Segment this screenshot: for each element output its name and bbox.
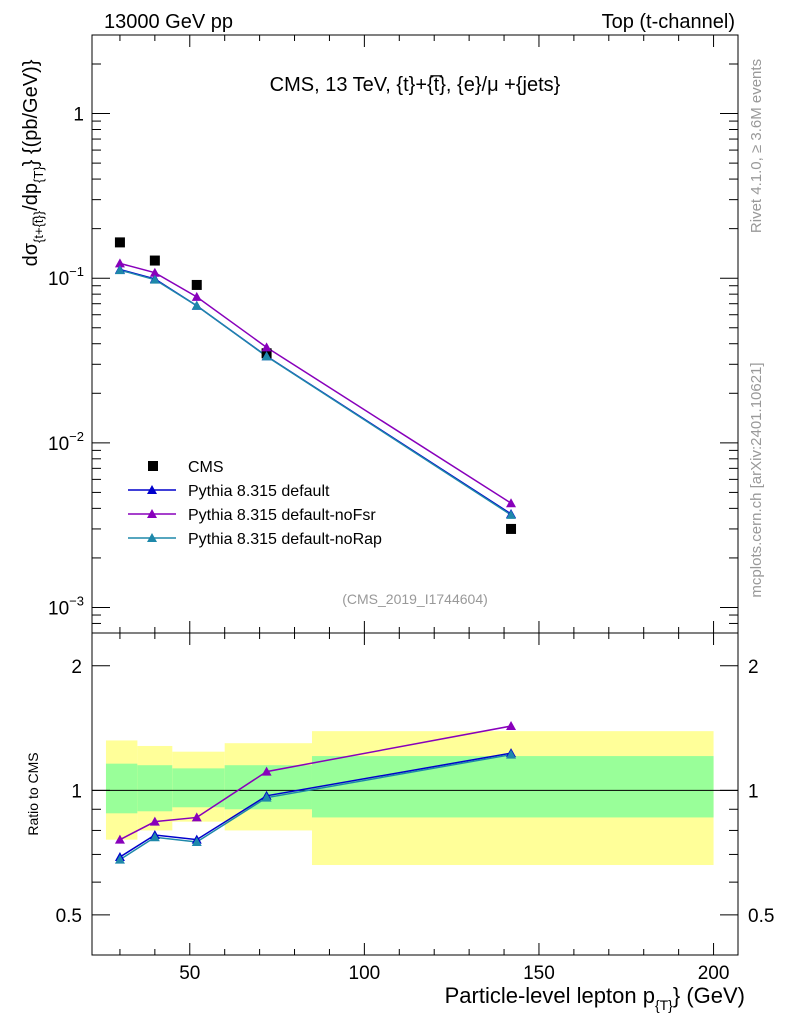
chart-title: CMS, 13 TeV, {t}+{t̅}, {e}/μ +{jets} bbox=[270, 74, 561, 96]
cms-data-point bbox=[114, 237, 125, 248]
ratio-band-inner bbox=[311, 756, 714, 818]
ratio-marker-pythia-8-315-default-norap bbox=[261, 792, 272, 802]
legend-label-pythia-8-315-default: Pythia 8.315 default bbox=[188, 483, 330, 500]
marker-pythia-8-315-default-norap bbox=[506, 509, 517, 519]
ratio-tick-label-right: 0.5 bbox=[748, 906, 774, 927]
ratio-tick-label-left: 0.5 bbox=[56, 906, 82, 927]
legend-label-cms: CMS bbox=[188, 459, 224, 476]
y-tick-label: 1 bbox=[73, 105, 84, 126]
legend-marker-cms bbox=[148, 461, 158, 471]
marker-pythia-8-315-default-norap bbox=[191, 300, 202, 310]
legend-label-pythia-8-315-default-norap: Pythia 8.315 default-noRap bbox=[188, 531, 382, 548]
ratio-marker-pythia-8-315-default-nofsr bbox=[506, 721, 517, 731]
marker-pythia-8-315-default-nofsr bbox=[191, 291, 202, 301]
marker-pythia-8-315-default-norap bbox=[261, 351, 272, 361]
cms-data-point bbox=[506, 523, 517, 534]
ratio-marker-pythia-8-315-default-nofsr bbox=[114, 834, 125, 844]
ratio-tick-label-left: 1 bbox=[71, 781, 82, 802]
main-panel: 1 10−1 10−2 10−3 CMS, 13 TeV, {t}+{t̅}, {e}… bbox=[48, 34, 739, 634]
ratio-band-inner bbox=[105, 763, 138, 814]
y-tick-label: 10−2 bbox=[48, 429, 84, 455]
marker-pythia-8-315-default-norap bbox=[149, 274, 160, 284]
analysis-tag: (CMS_2019_I1744604) bbox=[342, 591, 488, 607]
marker-pythia-8-315-default-nofsr bbox=[149, 267, 160, 277]
series-line-pythia-8-315-default-nofsr bbox=[119, 262, 512, 504]
ratio-band-inner bbox=[172, 768, 225, 808]
ratio-tick-label-left: 2 bbox=[71, 657, 82, 678]
cms-data-point bbox=[191, 279, 202, 290]
ratio-marker-pythia-8-315-default-norap bbox=[191, 837, 202, 847]
header-right: Top (t-channel) bbox=[602, 11, 735, 33]
x-axis-label: Particle-level lepton p{T}} (GeV) bbox=[445, 983, 745, 1013]
ratio-marker-pythia-8-315-default-nofsr bbox=[191, 812, 202, 822]
ratio-marker-pythia-8-315-default-norap bbox=[149, 832, 160, 842]
ratio-frame bbox=[91, 632, 739, 956]
header-left: 13000 GeV pp bbox=[104, 11, 233, 33]
ratio-panel: 50 100 150 200 0.5 0.5 1 1 2 2 bbox=[56, 632, 774, 984]
x-tick-label: 100 bbox=[349, 963, 381, 984]
marker-pythia-8-315-default-nofsr bbox=[506, 498, 517, 508]
ratio-y-label: Ratio to CMS bbox=[25, 752, 41, 835]
ratio-tick-label-right: 1 bbox=[748, 781, 759, 802]
x-tick-label: 150 bbox=[523, 963, 555, 984]
ratio-marker-pythia-8-315-default-norap bbox=[114, 854, 125, 864]
x-tick-label: 200 bbox=[698, 963, 730, 984]
y-axis-label: dσ{t+{t̅}}/dp{T}} {(pb/GeV)} bbox=[20, 59, 46, 266]
cms-data-point bbox=[149, 255, 160, 266]
legend-marker-pythia-8-315-default-nofsr bbox=[147, 509, 157, 518]
y-tick-label: 10−1 bbox=[48, 264, 84, 290]
x-tick-label: 50 bbox=[179, 963, 200, 984]
marker-pythia-8-315-default-nofsr bbox=[261, 342, 272, 352]
legend: CMS Pythia 8.315 default Pythia 8.315 defa… bbox=[128, 459, 382, 548]
ratio-marker-pythia-8-315-default-nofsr bbox=[149, 816, 160, 826]
legend-label-pythia-8-315-default-nofsr: Pythia 8.315 default-noFsr bbox=[188, 507, 376, 524]
marker-pythia-8-315-default-norap bbox=[114, 265, 125, 275]
rivet-label: Rivet 4.1.0, ≥ 3.6M events bbox=[748, 59, 765, 233]
marker-pythia-8-315-default-nofsr bbox=[114, 258, 125, 268]
y-tick-label: 10−3 bbox=[48, 593, 84, 619]
legend-marker-pythia-8-315-default bbox=[147, 485, 157, 494]
series-line-pythia-8-315-default-norap bbox=[119, 269, 512, 516]
ratio-marker-pythia-8-315-default-norap bbox=[506, 749, 517, 759]
ratio-band-inner bbox=[137, 765, 173, 812]
ratio-marker-pythia-8-315-default-nofsr bbox=[261, 766, 272, 776]
legend-marker-pythia-8-315-default-norap bbox=[147, 533, 157, 542]
mcplots-label: mcplots.cern.ch [arXiv:2401.10621] bbox=[748, 362, 765, 597]
ratio-tick-label-right: 2 bbox=[748, 657, 759, 678]
